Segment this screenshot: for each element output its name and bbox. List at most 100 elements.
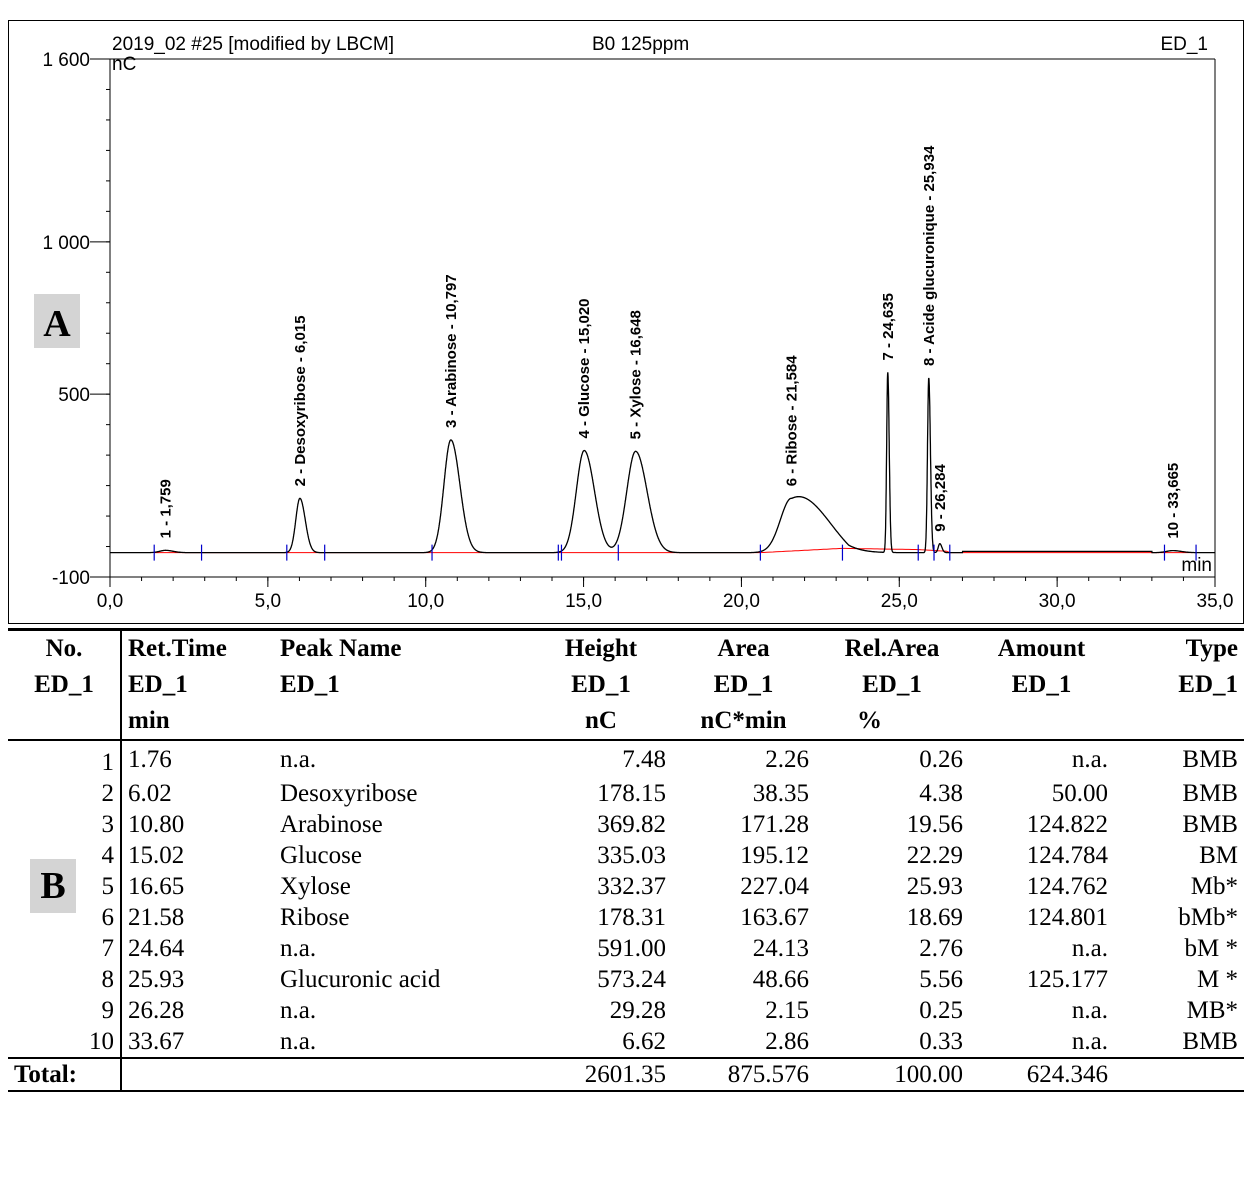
table-row: 4 15.02 Glucose 335.03 195.12 22.29 124.784 BM	[8, 840, 1244, 871]
header-height-unit: nC	[530, 703, 672, 741]
cell-no: 10	[8, 1026, 122, 1058]
cell-ret-time: 15.02	[128, 841, 185, 869]
total-area: 875.576	[672, 1057, 815, 1092]
cell-no: 7	[8, 933, 122, 964]
header-no-sub: ED_1	[8, 667, 122, 703]
cell-area: 48.66	[752, 965, 809, 993]
cell-amount: 125.177	[1026, 965, 1108, 993]
cell-rel-area: 0.25	[919, 996, 963, 1024]
table-row: 6 21.58 Ribose 178.31 163.67 18.69 124.801 bMb*	[8, 902, 1244, 933]
cell-peak-name: Xylose	[280, 872, 351, 900]
y-axis-unit-label: nC	[112, 54, 136, 75]
table-total-row: Total: 2601.35 875.576 100.00 624.346	[8, 1057, 1244, 1092]
peak-results-table: No. Ret.Time Peak Name Height Area Rel.A…	[8, 628, 1244, 1092]
total-empty-cell	[1114, 1057, 1244, 1092]
cell-height: 29.28	[609, 996, 666, 1024]
chart-header-left: 2019_02 #25 [modified by LBCM]	[112, 34, 394, 55]
chart-header-center: B0 125ppm	[592, 34, 689, 55]
total-empty-cell	[274, 1057, 530, 1092]
cell-area: 163.67	[740, 903, 809, 931]
cell-rel-area: 18.69	[906, 903, 963, 931]
header-amount-unit	[969, 703, 1114, 741]
cell-area: 2.86	[765, 1027, 809, 1055]
cell-type: bM *	[1184, 934, 1238, 962]
cell-rel-area: 19.56	[906, 810, 963, 838]
header-no-unit	[8, 703, 122, 741]
cell-peak-name: Ribose	[280, 903, 350, 931]
cell-ret-time: 21.58	[128, 903, 185, 931]
cell-ret-time: 25.93	[128, 965, 185, 993]
cell-height: 6.62	[622, 1027, 666, 1055]
cell-type: bMb*	[1178, 903, 1238, 931]
header-height-sub: ED_1	[571, 671, 631, 698]
y-tick-label: 1 600	[42, 50, 90, 71]
header-ret-time-unit: min	[121, 703, 274, 741]
table-row: 7 24.64 n.a. 591.00 24.13 2.76 n.a. bM *	[8, 933, 1244, 964]
y-tick-label: 1 000	[42, 233, 90, 254]
cell-type: MB*	[1186, 996, 1238, 1024]
cell-area: 195.12	[740, 841, 809, 869]
cell-type: BM	[1199, 841, 1238, 869]
header-peak-name-unit	[274, 703, 530, 741]
peak-label: 2 - Desoxyribose - 6,015	[292, 315, 309, 486]
x-axis-unit-label: min	[1181, 555, 1212, 576]
cell-peak-name: n.a.	[280, 934, 317, 962]
cell-no: 2	[8, 778, 122, 809]
cell-amount: 124.801	[1026, 903, 1108, 931]
x-tick-label: 15,0	[565, 591, 602, 612]
header-area-unit: nC*min	[672, 703, 815, 741]
table-row: 1 1.76 n.a. 7.48 2.26 0.26 n.a. BMB	[8, 740, 1244, 778]
peak-label: 3 - Arabinose - 10,797	[443, 274, 460, 428]
chromatogram-signal	[110, 372, 1215, 554]
cell-height: 332.37	[597, 872, 666, 900]
cell-no: 9	[8, 995, 122, 1026]
cell-ret-time: 6.02	[128, 779, 172, 807]
cell-height: 178.31	[597, 903, 666, 931]
cell-no: 3	[8, 809, 122, 840]
cell-type: BMB	[1182, 779, 1238, 807]
cell-peak-name: Desoxyribose	[280, 779, 418, 807]
cell-rel-area: 25.93	[906, 872, 963, 900]
header-type-sub: ED_1	[1178, 671, 1238, 698]
cell-type: BMB	[1182, 810, 1238, 838]
peak-label: 4 - Glucose - 15,020	[576, 298, 593, 438]
cell-rel-area: 0.26	[919, 745, 963, 773]
cell-amount: n.a.	[1071, 745, 1108, 773]
cell-rel-area: 0.33	[919, 1027, 963, 1055]
peak-label: 10 - 33,665	[1165, 463, 1182, 539]
total-rel-area: 100.00	[815, 1057, 969, 1092]
total-amount: 624.346	[969, 1057, 1114, 1092]
cell-ret-time: 16.65	[128, 872, 185, 900]
cell-height: 573.24	[597, 965, 666, 993]
cell-type: BMB	[1182, 1027, 1238, 1055]
table-row: 5 16.65 Xylose 332.37 227.04 25.93 124.762 Mb*	[8, 871, 1244, 902]
peak-label: 5 - Xylose - 16,648	[628, 310, 645, 439]
cell-peak-name: n.a.	[280, 1027, 317, 1055]
peak-label: 9 - 26,284	[932, 463, 949, 531]
cell-type: M *	[1197, 965, 1238, 993]
header-height: Height	[530, 628, 672, 667]
cell-height: 7.48	[622, 745, 666, 773]
header-area-sub: ED_1	[713, 671, 774, 698]
peak-label: 7 - 24,635	[880, 293, 897, 361]
cell-no: 4	[8, 840, 122, 871]
cell-amount: 124.762	[1026, 872, 1108, 900]
x-tick-label: 20,0	[723, 591, 760, 612]
cell-no: 1	[8, 740, 122, 778]
header-rel-area-sub: ED_1	[862, 671, 922, 698]
table-row: 10 33.67 n.a. 6.62 2.86 0.33 n.a. BMB	[8, 1026, 1244, 1058]
table-header-row: No. Ret.Time Peak Name Height Area Rel.A…	[8, 628, 1244, 667]
peak-label: 1 - 1,759	[158, 479, 175, 538]
x-tick-label: 35,0	[1197, 591, 1234, 612]
total-empty-cell	[121, 1057, 274, 1092]
cell-peak-name: n.a.	[280, 996, 317, 1024]
cell-area: 171.28	[740, 810, 809, 838]
cell-ret-time: 33.67	[128, 1027, 185, 1055]
header-ret-time-sub: ED_1	[128, 671, 188, 698]
cell-area: 2.15	[765, 996, 809, 1024]
cell-amount: n.a.	[1071, 996, 1108, 1024]
cell-amount: 124.822	[1026, 810, 1108, 838]
cell-ret-time: 24.64	[128, 934, 185, 962]
cell-rel-area: 5.56	[919, 965, 963, 993]
x-tick-label: 30,0	[1039, 591, 1076, 612]
